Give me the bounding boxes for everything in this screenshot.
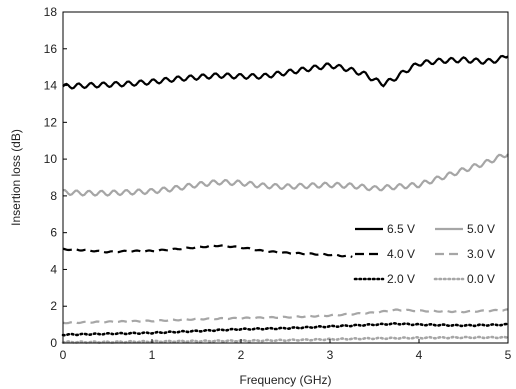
legend-label-3-0v: 3.0 V <box>467 247 495 261</box>
legend: 6.5 V 5.0 V 4.0 V 3.0 V 2.0 V 0.0 V <box>353 222 495 286</box>
x-axis-label: Frequency (GHz) <box>239 373 331 387</box>
series-line-6-5v <box>62 54 509 90</box>
series-layer <box>61 54 510 344</box>
series-line-5-0v <box>62 153 509 197</box>
x-tick-label: 5 <box>505 348 512 362</box>
series-line-3-0v <box>62 308 509 325</box>
y-tick-label: 18 <box>44 5 58 19</box>
x-tick-label: 2 <box>238 348 245 362</box>
legend-label-0-0v: 0.0 V <box>467 272 495 286</box>
plot-frame <box>62 11 509 344</box>
x-tick-label: 4 <box>416 348 423 362</box>
y-tick-label: 0 <box>50 336 57 350</box>
legend-label-2-0v: 2.0 V <box>387 272 415 286</box>
y-tick-label: 16 <box>44 42 58 56</box>
x-tick-label: 0 <box>60 348 67 362</box>
y-tick-label: 4 <box>50 262 57 276</box>
legend-label-5-0v: 5.0 V <box>467 222 495 236</box>
x-tick-label: 3 <box>327 348 334 362</box>
y-tick-label: 10 <box>44 152 58 166</box>
y-tick-label: 8 <box>50 189 57 203</box>
y-tick-label: 14 <box>44 79 58 93</box>
y-tick-label: 2 <box>50 299 57 313</box>
y-axis-label: Insertion loss (dB) <box>9 129 23 226</box>
series-line-2-0v <box>61 321 510 337</box>
x-tick-label: 1 <box>149 348 156 362</box>
x-axis-ticks: 0 1 2 3 4 5 <box>60 339 512 362</box>
y-tick-label: 6 <box>50 226 57 240</box>
series-line-4-0v <box>62 244 353 258</box>
y-axis-ticks: 0 2 4 6 8 10 12 14 16 18 <box>44 5 67 350</box>
legend-label-6-5v: 6.5 V <box>387 222 415 236</box>
series-line-0-0v <box>61 335 510 344</box>
legend-label-4-0v: 4.0 V <box>387 247 415 261</box>
y-tick-label: 12 <box>44 115 58 129</box>
